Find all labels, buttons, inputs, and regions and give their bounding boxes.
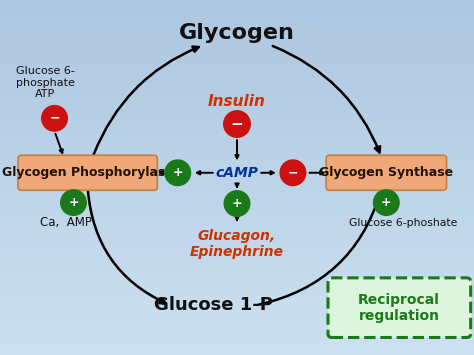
Text: −: − xyxy=(231,116,243,131)
Text: Insulin: Insulin xyxy=(208,94,266,109)
Text: Glucose 1-P: Glucose 1-P xyxy=(154,296,273,314)
Text: Glycogen: Glycogen xyxy=(179,23,295,43)
Text: +: + xyxy=(381,196,392,209)
Text: Glycogen Phosphorylase: Glycogen Phosphorylase xyxy=(2,166,173,179)
Text: Glucose 6-phoshate: Glucose 6-phoshate xyxy=(349,218,457,228)
Text: Glucagon,
Epinephrine: Glucagon, Epinephrine xyxy=(190,229,284,259)
Text: +: + xyxy=(68,196,79,209)
Circle shape xyxy=(280,160,306,186)
Circle shape xyxy=(42,105,67,131)
Text: +: + xyxy=(232,197,242,210)
Text: −: − xyxy=(49,112,60,125)
Text: Glycogen Synthase: Glycogen Synthase xyxy=(319,166,453,179)
Circle shape xyxy=(61,190,86,215)
FancyBboxPatch shape xyxy=(18,155,157,190)
FancyBboxPatch shape xyxy=(326,155,447,190)
Circle shape xyxy=(374,190,399,215)
Text: Reciprocal
regulation: Reciprocal regulation xyxy=(358,293,440,323)
Circle shape xyxy=(224,111,250,137)
Circle shape xyxy=(224,191,250,216)
Circle shape xyxy=(165,160,191,186)
Text: +: + xyxy=(173,166,183,179)
Text: Ca,  AMP: Ca, AMP xyxy=(40,216,92,229)
Text: cAMP: cAMP xyxy=(216,166,258,180)
Text: −: − xyxy=(288,166,298,179)
Text: Glucose 6-
phosphate
ATP: Glucose 6- phosphate ATP xyxy=(16,66,74,99)
FancyBboxPatch shape xyxy=(328,278,471,338)
